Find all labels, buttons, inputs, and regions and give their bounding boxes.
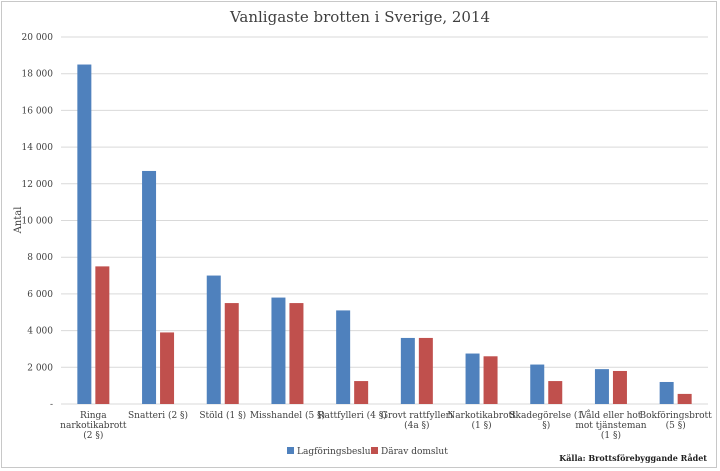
bar-darav-domslut — [612, 370, 627, 404]
bar-lagforingsbeslut — [142, 170, 157, 404]
y-tick-label: 18 000 — [22, 70, 54, 80]
gridlines — [61, 36, 708, 405]
y-tick-label: - — [50, 400, 53, 410]
bar-darav-domslut — [354, 381, 369, 404]
bar-lagforingsbeslut — [206, 275, 221, 404]
bar-lagforingsbeslut — [465, 353, 480, 404]
bar-darav-domslut — [548, 381, 563, 404]
y-axis-ticks: - 2 000 4 000 6 000 8 000 10 000 12 000 14 000 1… — [22, 33, 54, 410]
category-label: Narkotikabrott (1 §) — [447, 411, 516, 431]
legend-label: Lagföringsbeslut — [297, 447, 375, 457]
category-label: Stöld (1 §) — [199, 410, 246, 421]
category-label: Misshandel (5 §) — [250, 410, 325, 421]
category-label: Skadegörelse (1 §) — [509, 410, 583, 431]
bar-lagforingsbeslut — [659, 381, 674, 404]
bar-darav-domslut — [483, 356, 498, 404]
legend-swatch — [287, 447, 294, 454]
y-tick-label: 4 000 — [27, 327, 53, 337]
category-label: Våld eller hot mot tjänsteman (1 §) — [575, 409, 646, 441]
bar-lagforingsbeslut — [400, 337, 415, 404]
y-tick-label: 8 000 — [27, 253, 53, 263]
source-note: Källa: Brottsförebyggande Rådet — [559, 453, 707, 463]
y-tick-label: 2 000 — [27, 363, 53, 373]
legend-swatch — [371, 447, 378, 454]
category-label: Grovt rattfylleri (4a §) — [381, 411, 453, 431]
bar-darav-domslut — [224, 303, 239, 404]
bar-lagforingsbeslut — [336, 310, 351, 404]
bar-lagforingsbeslut — [530, 364, 545, 404]
category-label: Bokföringsbrott (5 §) — [639, 411, 712, 431]
x-axis-categories: Ringa narkotikabrott (2 §)Snatteri (2 §) St… — [60, 409, 712, 441]
y-axis-title: Antal — [13, 207, 24, 235]
bar-lagforingsbeslut — [271, 297, 286, 404]
y-tick-label: 20 000 — [22, 33, 54, 43]
bar-darav-domslut — [160, 332, 175, 404]
bar-darav-domslut — [418, 337, 433, 404]
y-tick-label: 16 000 — [22, 106, 54, 116]
bar-lagforingsbeslut — [77, 64, 92, 405]
legend: Lagföringsbeslut Därav domslut — [287, 447, 448, 457]
bar-darav-domslut — [677, 393, 692, 404]
y-tick-label: 6 000 — [27, 290, 53, 300]
category-label: Ringa narkotikabrott (2 §) — [60, 411, 127, 441]
legend-label: Därav domslut — [381, 447, 448, 457]
y-tick-label: 12 000 — [22, 180, 54, 190]
y-tick-label: 14 000 — [22, 143, 54, 153]
y-tick-label: 10 000 — [22, 217, 54, 227]
category-label: Rattfylleri (4 §) — [318, 410, 387, 421]
chart-title: Vanligaste brotten i Sverige, 2014 — [229, 8, 490, 26]
bar-lagforingsbeslut — [594, 369, 609, 404]
bar-darav-domslut — [95, 266, 110, 404]
bar-darav-domslut — [289, 303, 304, 404]
category-label: Snatteri (2 §) — [128, 410, 188, 421]
bars — [77, 64, 692, 405]
